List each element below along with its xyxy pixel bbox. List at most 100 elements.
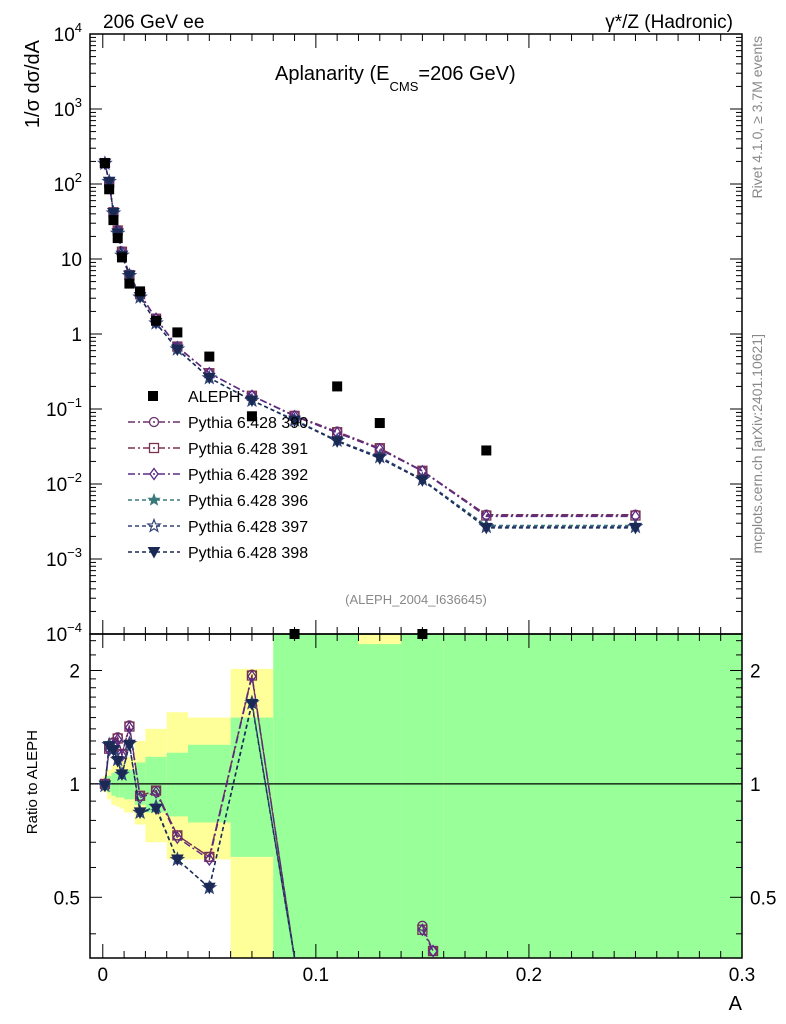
data-point-aleph (172, 327, 183, 338)
main-series-marker (629, 522, 642, 535)
ratio-series-marker (247, 669, 257, 683)
main-y-tick-label-exponent: 2 (75, 170, 82, 185)
series-layer (97, 155, 644, 959)
main-y-tick-label: 1 (71, 325, 82, 346)
ratio-series-marker (172, 830, 183, 841)
main-y-tick-label: 10−1 (46, 395, 82, 421)
data-point-aleph (289, 629, 300, 639)
ratio-series-marker (115, 769, 129, 781)
main-y-tick-label: 10−3 (46, 545, 82, 571)
ratio-band-inner (166, 752, 189, 817)
data-point-aleph (481, 445, 492, 456)
x-tick-label: 0.1 (303, 965, 329, 986)
analysis-id-label: (ALEPH_2004_I636645) (345, 592, 487, 607)
main-series-marker (479, 522, 493, 535)
main-y-tick-label-base: 10 (46, 400, 67, 421)
legend-marker-aleph (148, 391, 158, 401)
legend-marker (148, 442, 160, 454)
main-series-marker (373, 453, 387, 465)
ratio-series-marker (123, 739, 136, 752)
ratio-series-marker (135, 790, 145, 805)
ratio-y-tick-label-right: 0.5 (750, 888, 776, 909)
ratio-series-marker (107, 745, 120, 757)
ratio-series-marker (172, 831, 183, 845)
legend-label: Pythia 6.428 390 (188, 415, 308, 432)
ratio-y-tick-label-right: 1 (750, 775, 761, 796)
ratio-series-marker (149, 803, 163, 816)
data-point-aleph (112, 233, 123, 244)
ratio-series-marker (245, 698, 259, 711)
main-series-marker (107, 208, 120, 220)
main-series-line (104, 162, 636, 517)
legend-label: Pythia 6.428 392 (188, 467, 308, 484)
x-axis-label: A (729, 993, 743, 1015)
ratio-series-marker (98, 780, 112, 793)
ratio-series-marker (117, 748, 127, 763)
plot-title-end: =206 GeV) (418, 63, 515, 85)
axes-frames (89, 33, 743, 959)
main-plot-frame (89, 33, 743, 635)
x-tick-label: 0.2 (516, 965, 542, 986)
main-y-tick-label-base: 10 (46, 475, 67, 496)
legend-label: Pythia 6.428 398 (188, 545, 308, 562)
data-point-aleph (124, 278, 135, 289)
ratio-y-tick-label: 1 (69, 775, 80, 796)
legend-marker (147, 547, 161, 559)
plot-title: Aplanarity (ECMS=206 GeV) (275, 63, 516, 94)
ratio-y-tick-label: 0.5 (54, 888, 80, 909)
main-y-tick-label-exponent: 4 (75, 20, 82, 35)
main-series-marker (245, 395, 259, 407)
legend-label: Pythia 6.428 391 (188, 441, 308, 458)
main-y-tick-label-exponent: −4 (67, 620, 82, 635)
data-point-aleph (99, 158, 110, 169)
legend-label: ALEPH (188, 389, 240, 406)
ratio-y-tick-label-right: 2 (750, 662, 761, 683)
ratio-series-marker (111, 756, 125, 768)
side-label-mcplots: mcplots.cern.ch [arXiv:2401.10621] (749, 334, 765, 553)
main-y-tick-label-base: 10 (54, 175, 75, 196)
main-y-tick-label-base: 10 (46, 550, 67, 571)
ratio-band-inner (273, 634, 359, 958)
data-point-aleph (151, 315, 162, 326)
data-point-aleph (374, 418, 385, 429)
main-y-tick-label-base: 10 (46, 625, 67, 646)
data-point-aleph (135, 286, 146, 297)
data-point-aleph (332, 381, 343, 392)
main-y-tick-label: 103 (54, 95, 82, 121)
main-series-marker (202, 372, 216, 385)
legend-marker (148, 416, 160, 428)
plot-title-main: Aplanarity (E (275, 63, 390, 85)
main-y-tick-label: 102 (54, 170, 82, 196)
ratio-uncertainty-bands (102, 634, 742, 958)
y-axis-label-main: 1/σ dσ/dA (22, 39, 44, 128)
main-series-line (104, 163, 636, 528)
main-y-tick-label: 10−4 (46, 620, 82, 646)
main-series-marker (330, 436, 344, 448)
main-y-tick-label-exponent: −3 (67, 545, 82, 560)
legend: ALEPH Pythia 6.428 390 Pythia 6.428 391 Pyt… (128, 389, 308, 562)
main-y-tick-label-base: 10 (54, 25, 75, 46)
legend-marker (147, 492, 161, 506)
main-series-line (104, 163, 636, 527)
data-point-aleph (204, 351, 215, 362)
legend-label: Pythia 6.428 396 (188, 493, 308, 510)
main-y-tick-label: 104 (54, 20, 82, 46)
main-y-tick-label: 10−2 (46, 470, 82, 496)
y-axis-label-ratio: Ratio to ALEPH (24, 730, 41, 834)
main-series-marker (171, 344, 184, 357)
ratio-series-marker (151, 785, 161, 799)
ratio-series-marker (133, 807, 147, 819)
side-label-rivet: Rivet 4.1.0, ≥ 3.7M events (749, 36, 765, 199)
ratio-band-inner (124, 769, 135, 800)
header-left-label: 206 GeV ee (103, 12, 204, 33)
ratio-series-marker (417, 923, 428, 937)
ratio-series-marker (204, 852, 215, 867)
main-y-tick-label-base: 10 (54, 100, 75, 121)
main-series-line (104, 163, 636, 518)
main-y-tick-label: 10 (61, 250, 82, 271)
main-y-tick-label-exponent: −1 (67, 395, 82, 410)
main-series-line (104, 163, 636, 529)
data-point-aleph (104, 184, 115, 195)
